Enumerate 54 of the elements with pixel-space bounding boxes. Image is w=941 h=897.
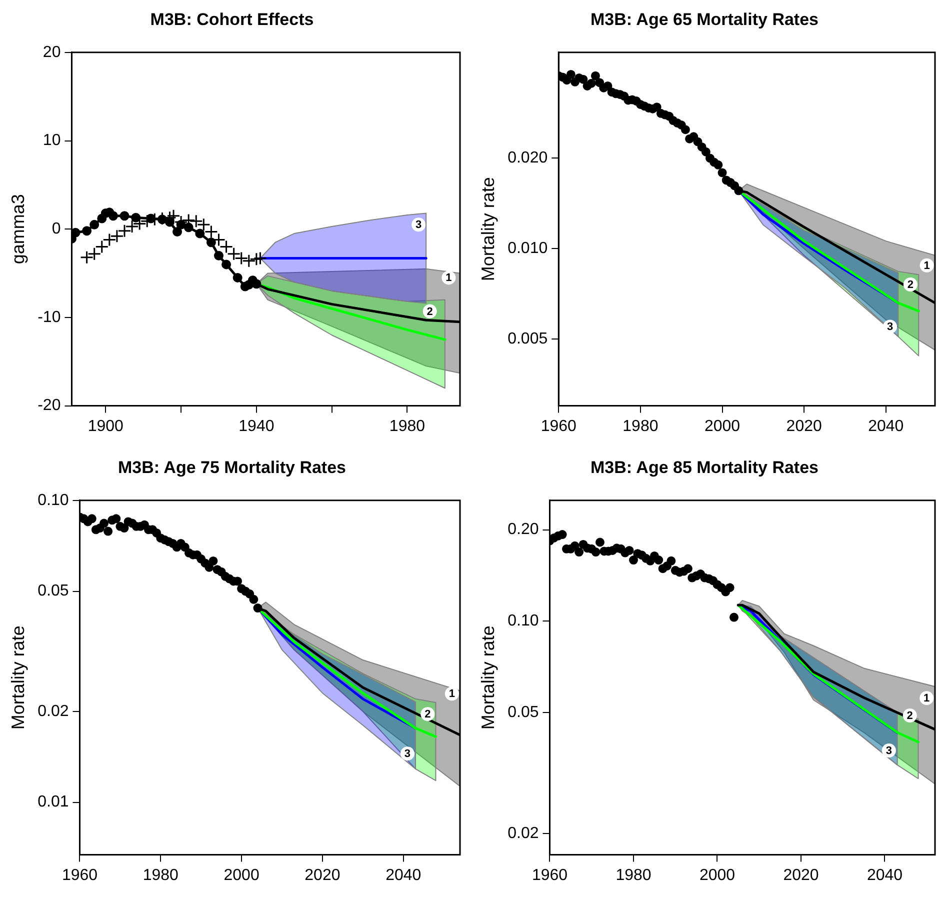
x-tick-label: 1980 bbox=[389, 418, 426, 435]
y-tick-label: 0.05 bbox=[38, 582, 69, 600]
chart-title: M3B: Cohort Effects bbox=[150, 10, 314, 29]
annotation: 1 bbox=[924, 260, 930, 272]
y-tick-label: 20 bbox=[42, 44, 61, 61]
y-axis-title: Mortality rate bbox=[478, 177, 498, 282]
y-tick-label: 0.02 bbox=[508, 824, 539, 842]
annotation: 1 bbox=[446, 272, 452, 284]
y-tick-label: 0.20 bbox=[508, 521, 539, 538]
annotation: 1 bbox=[448, 688, 455, 700]
annotation: 3 bbox=[415, 219, 422, 232]
x-tick-label: 1960 bbox=[62, 866, 98, 884]
y-tick-label: 0.005 bbox=[508, 330, 548, 348]
x-tick-label: 1980 bbox=[622, 418, 658, 435]
x-tick-label: 2000 bbox=[224, 866, 260, 884]
annotation: 2 bbox=[424, 708, 431, 721]
y-tick-label: 0.01 bbox=[38, 794, 69, 811]
annotation: 3 bbox=[886, 321, 894, 334]
y-tick-label: 10 bbox=[42, 132, 61, 150]
y-tick-label: 0.020 bbox=[508, 150, 548, 167]
x-tick-label: 2020 bbox=[304, 866, 340, 884]
annotation: 3 bbox=[886, 745, 892, 758]
y-tick-label: 0.02 bbox=[38, 702, 69, 720]
x-tick-label: 2020 bbox=[786, 418, 822, 435]
x-tick-label: 1980 bbox=[142, 866, 179, 884]
x-tick-label: 2000 bbox=[704, 418, 740, 435]
x-tick-label: 2040 bbox=[868, 418, 904, 435]
y-axis-title: gamma3 bbox=[8, 194, 28, 264]
y-tick-label: 0.05 bbox=[508, 704, 539, 721]
x-tick-label: 2020 bbox=[783, 866, 819, 884]
y-tick-label: -10 bbox=[38, 308, 61, 326]
y-tick-label: 0.10 bbox=[508, 612, 539, 630]
y-tick-label: 0 bbox=[52, 220, 61, 238]
y-axis-title: Mortality rate bbox=[8, 626, 28, 730]
annotation: 3 bbox=[404, 748, 410, 760]
x-tick-label: 1940 bbox=[238, 418, 274, 435]
y-tick-label: 0.010 bbox=[508, 240, 548, 258]
chart-title: M3B: Age 65 Mortality Rates bbox=[590, 10, 818, 29]
chart-title: M3B: Age 75 Mortality Rates bbox=[118, 458, 346, 477]
x-tick-label: 1980 bbox=[616, 866, 652, 884]
annotation: 2 bbox=[426, 306, 433, 318]
chart-title: M3B: Age 85 Mortality Rates bbox=[590, 458, 818, 477]
x-tick-label: 2000 bbox=[699, 866, 736, 884]
y-tick-label: 0.10 bbox=[38, 492, 69, 509]
x-tick-label: 1960 bbox=[532, 866, 568, 884]
x-tick-label: 2040 bbox=[386, 866, 422, 884]
annotation: 2 bbox=[906, 710, 913, 722]
annotation: 2 bbox=[907, 279, 914, 292]
annotation: 1 bbox=[924, 692, 930, 705]
x-tick-label: 1900 bbox=[88, 418, 124, 435]
x-tick-label: 1960 bbox=[540, 418, 577, 435]
y-tick-label: -20 bbox=[38, 397, 61, 414]
y-axis-title: Mortality rate bbox=[478, 626, 498, 730]
x-tick-label: 2040 bbox=[866, 866, 903, 884]
